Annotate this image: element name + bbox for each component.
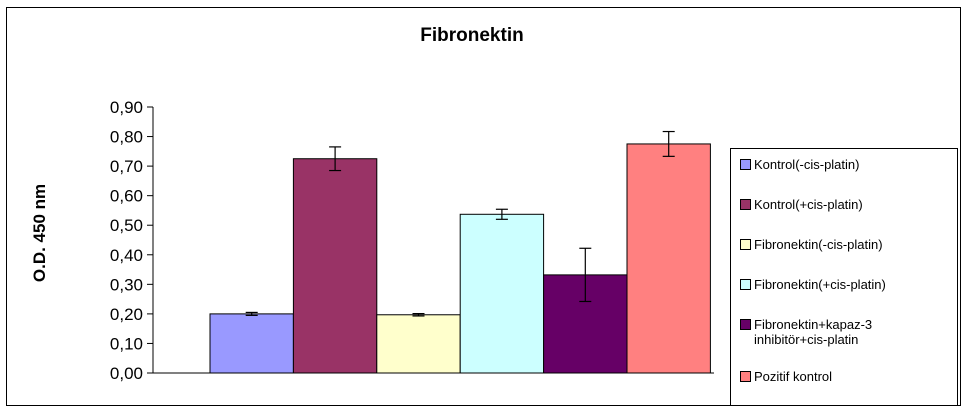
y-axis-ticks: 0,00 0,10 0,20 0,30 0,40 0,50 0,60 0,70 0,80 0,90 — [110, 98, 153, 383]
legend-item: Fibronektin(+cis-platin) — [740, 277, 886, 292]
error-bar — [412, 312, 425, 317]
legend-item: Fibronektin+kapaz-3 inhibitör+cis-platin — [740, 317, 924, 347]
error-bar — [662, 130, 675, 157]
error-bar — [245, 311, 258, 316]
y-axis-label: O.D. 450 nm — [30, 184, 49, 282]
legend: Kontrol(-cis-platin) Kontrol(+cis-platin)… — [730, 148, 958, 406]
legend-label: Kontrol(+cis-platin) — [754, 197, 863, 212]
legend-item: Kontrol(-cis-platin) — [740, 157, 859, 172]
legend-item: Fibronektin(-cis-platin) — [740, 237, 883, 252]
legend-swatch — [740, 239, 751, 250]
bar — [626, 143, 711, 374]
legend-swatch — [740, 279, 751, 290]
legend-swatch — [740, 199, 751, 210]
legend-label: Kontrol(-cis-platin) — [754, 157, 860, 172]
legend-item: Kontrol(+cis-platin) — [740, 197, 863, 212]
bar — [209, 313, 294, 374]
y-tick-label: 0,80 — [110, 128, 143, 147]
bar — [459, 213, 545, 374]
bar — [292, 158, 378, 374]
legend-label: Fibronektin+kapaz-3 inhibitör+cis-platin — [754, 317, 873, 347]
legend-item: Pozitif kontrol — [740, 369, 832, 384]
bars — [209, 130, 711, 374]
y-tick-label: 0,50 — [110, 216, 143, 235]
error-bar — [579, 247, 592, 303]
y-tick-label: 0,10 — [110, 334, 143, 353]
legend-swatch — [740, 159, 751, 170]
error-bar — [495, 208, 508, 220]
y-tick-label: 0,30 — [110, 275, 143, 294]
y-tick-label: 0,90 — [110, 98, 143, 117]
y-tick-label: 0,60 — [110, 187, 143, 206]
y-tick-label: 0,20 — [110, 305, 143, 324]
y-tick-label: 0,70 — [110, 157, 143, 176]
legend-label: Pozitif kontrol — [754, 369, 833, 384]
legend-label: Fibronektin(+cis-platin) — [754, 277, 886, 292]
y-tick-label: 0,40 — [110, 246, 143, 265]
error-bar — [329, 146, 342, 172]
legend-swatch — [740, 371, 751, 382]
chart-title: Fibronektin — [420, 25, 523, 46]
legend-swatch — [740, 319, 751, 330]
legend-label: Fibronektin(-cis-platin) — [754, 237, 883, 252]
bar — [376, 314, 461, 374]
y-tick-label: 0,00 — [110, 364, 143, 383]
